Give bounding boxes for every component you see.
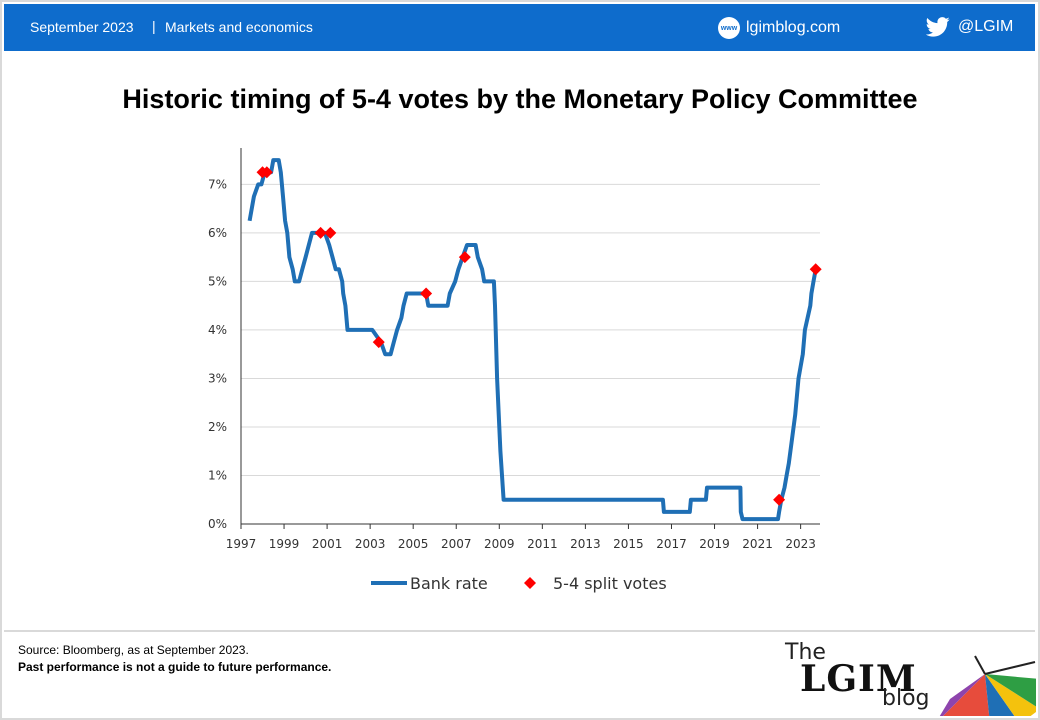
- y-tick-label: 2%: [208, 420, 227, 434]
- bank-rate-line: [247, 158, 818, 522]
- split-vote-marker: [314, 226, 327, 239]
- x-tick-label: 2013: [570, 537, 601, 551]
- split-vote-marker: [372, 336, 385, 349]
- y-tick-label: 4%: [208, 323, 227, 337]
- split-vote-marker: [324, 226, 337, 239]
- x-tick-label: 2011: [527, 537, 558, 551]
- x-tick-label: 2005: [398, 537, 429, 551]
- x-tick-label: 1997: [226, 537, 257, 551]
- umbrella-icon: [939, 655, 1036, 716]
- y-tick-label: 1%: [208, 468, 227, 482]
- legend-split-votes-label: 5-4 split votes: [553, 574, 667, 593]
- x-tick-label: 2019: [699, 537, 730, 551]
- y-tick-label: 0%: [208, 517, 227, 531]
- twitter-icon: [926, 17, 950, 37]
- x-tick-label: 2003: [355, 537, 386, 551]
- lgim-blog-logo[interactable]: The LGIM blog: [780, 640, 1036, 716]
- footer-divider: [4, 630, 1035, 632]
- x-tick-label: 2009: [484, 537, 515, 551]
- header-bar: September 2023 | Markets and economics w…: [4, 4, 1035, 51]
- header-date: September 2023: [30, 19, 134, 35]
- x-tick-label: 2021: [742, 537, 773, 551]
- split-vote-marker: [420, 287, 433, 300]
- header-category[interactable]: Markets and economics: [165, 19, 313, 35]
- legend-diamond-swatch: [524, 577, 536, 589]
- logo-brand: LGIM: [800, 658, 917, 700]
- y-tick-label: 5%: [208, 274, 227, 288]
- bank-rate-chart: 0% 1% 2% 3% 4% 5% 6% 7% 1997 1999 2001 2003 2005 2007…: [208, 148, 822, 593]
- y-tick-label: 3%: [208, 371, 227, 385]
- x-tick-label: 2023: [785, 537, 816, 551]
- globe-icon: www: [718, 17, 740, 39]
- chart-title: Historic timing of 5-4 votes by the Mone…: [122, 84, 918, 114]
- website-link[interactable]: www lgimblog.com: [718, 17, 840, 39]
- logo-the: The: [785, 640, 826, 665]
- x-tick-label: 1999: [269, 537, 300, 551]
- split-vote-marker: [260, 166, 273, 179]
- split-vote-marker: [458, 251, 471, 264]
- website-label: lgimblog.com: [746, 19, 841, 36]
- twitter-link[interactable]: @LGIM: [926, 17, 1013, 37]
- split-vote-marker: [773, 493, 786, 506]
- header-separator: |: [152, 18, 156, 34]
- source-note: Source: Bloomberg, as at September 2023.: [18, 643, 249, 657]
- twitter-handle: @LGIM: [958, 18, 1014, 35]
- logo-blog: blog: [882, 686, 930, 711]
- y-tick-label: 7%: [208, 177, 227, 191]
- x-tick-label: 2017: [656, 537, 687, 551]
- y-tick-label: 6%: [208, 226, 227, 240]
- x-tick-label: 2001: [312, 537, 343, 551]
- legend-bank-rate-label: Bank rate: [410, 574, 488, 593]
- split-vote-marker: [809, 263, 822, 276]
- x-tick-label: 2015: [613, 537, 644, 551]
- x-tick-label: 2007: [441, 537, 472, 551]
- disclaimer: Past performance is not a guide to futur…: [18, 660, 332, 674]
